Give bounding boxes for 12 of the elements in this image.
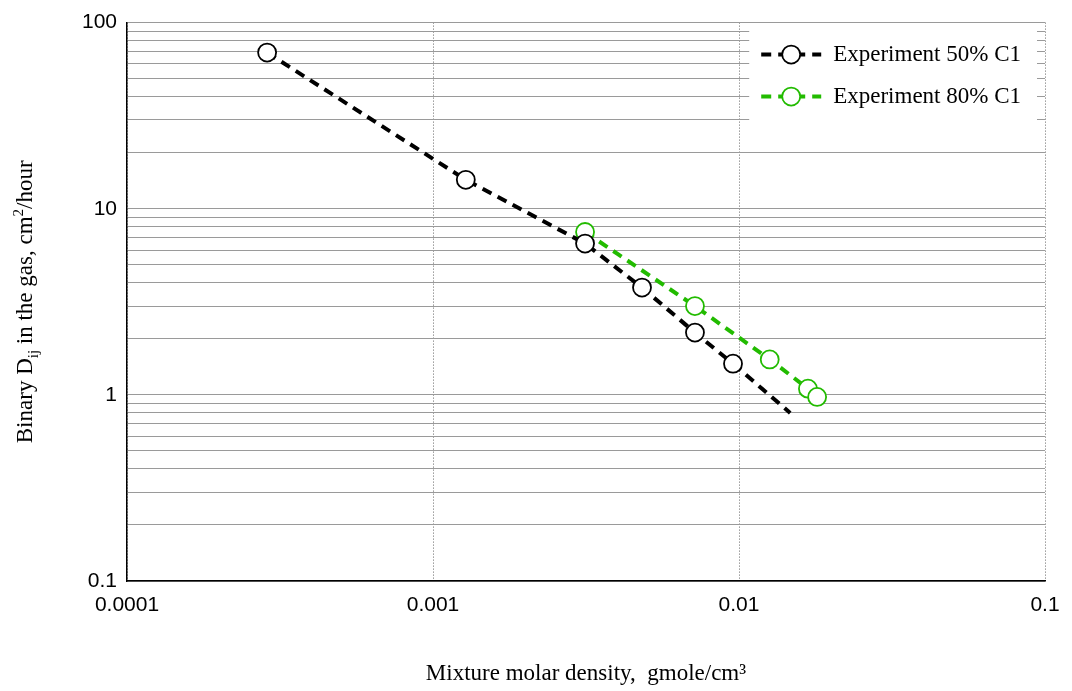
x-tick-label: 0.001 (406, 592, 460, 616)
x-axis-title: Mixture molar density, gmole/cm³ (425, 660, 747, 685)
legend-label: Experiment 50% C1 (833, 40, 1021, 66)
x-tick-label: 0.01 (718, 592, 760, 616)
legend-label: Experiment 80% C1 (833, 82, 1021, 108)
y-tick-label: 0.1 (87, 567, 117, 591)
x-tick-label: 0.1 (1030, 592, 1060, 616)
y-axis-title: Binary Dij in the gas, cm2/hour (9, 160, 41, 444)
y-tick-label: 10 (93, 195, 117, 219)
x-tick-label: 0.0001 (94, 592, 160, 616)
y-tick-label: 1 (105, 381, 117, 405)
y-tick-label: 100 (81, 9, 117, 33)
